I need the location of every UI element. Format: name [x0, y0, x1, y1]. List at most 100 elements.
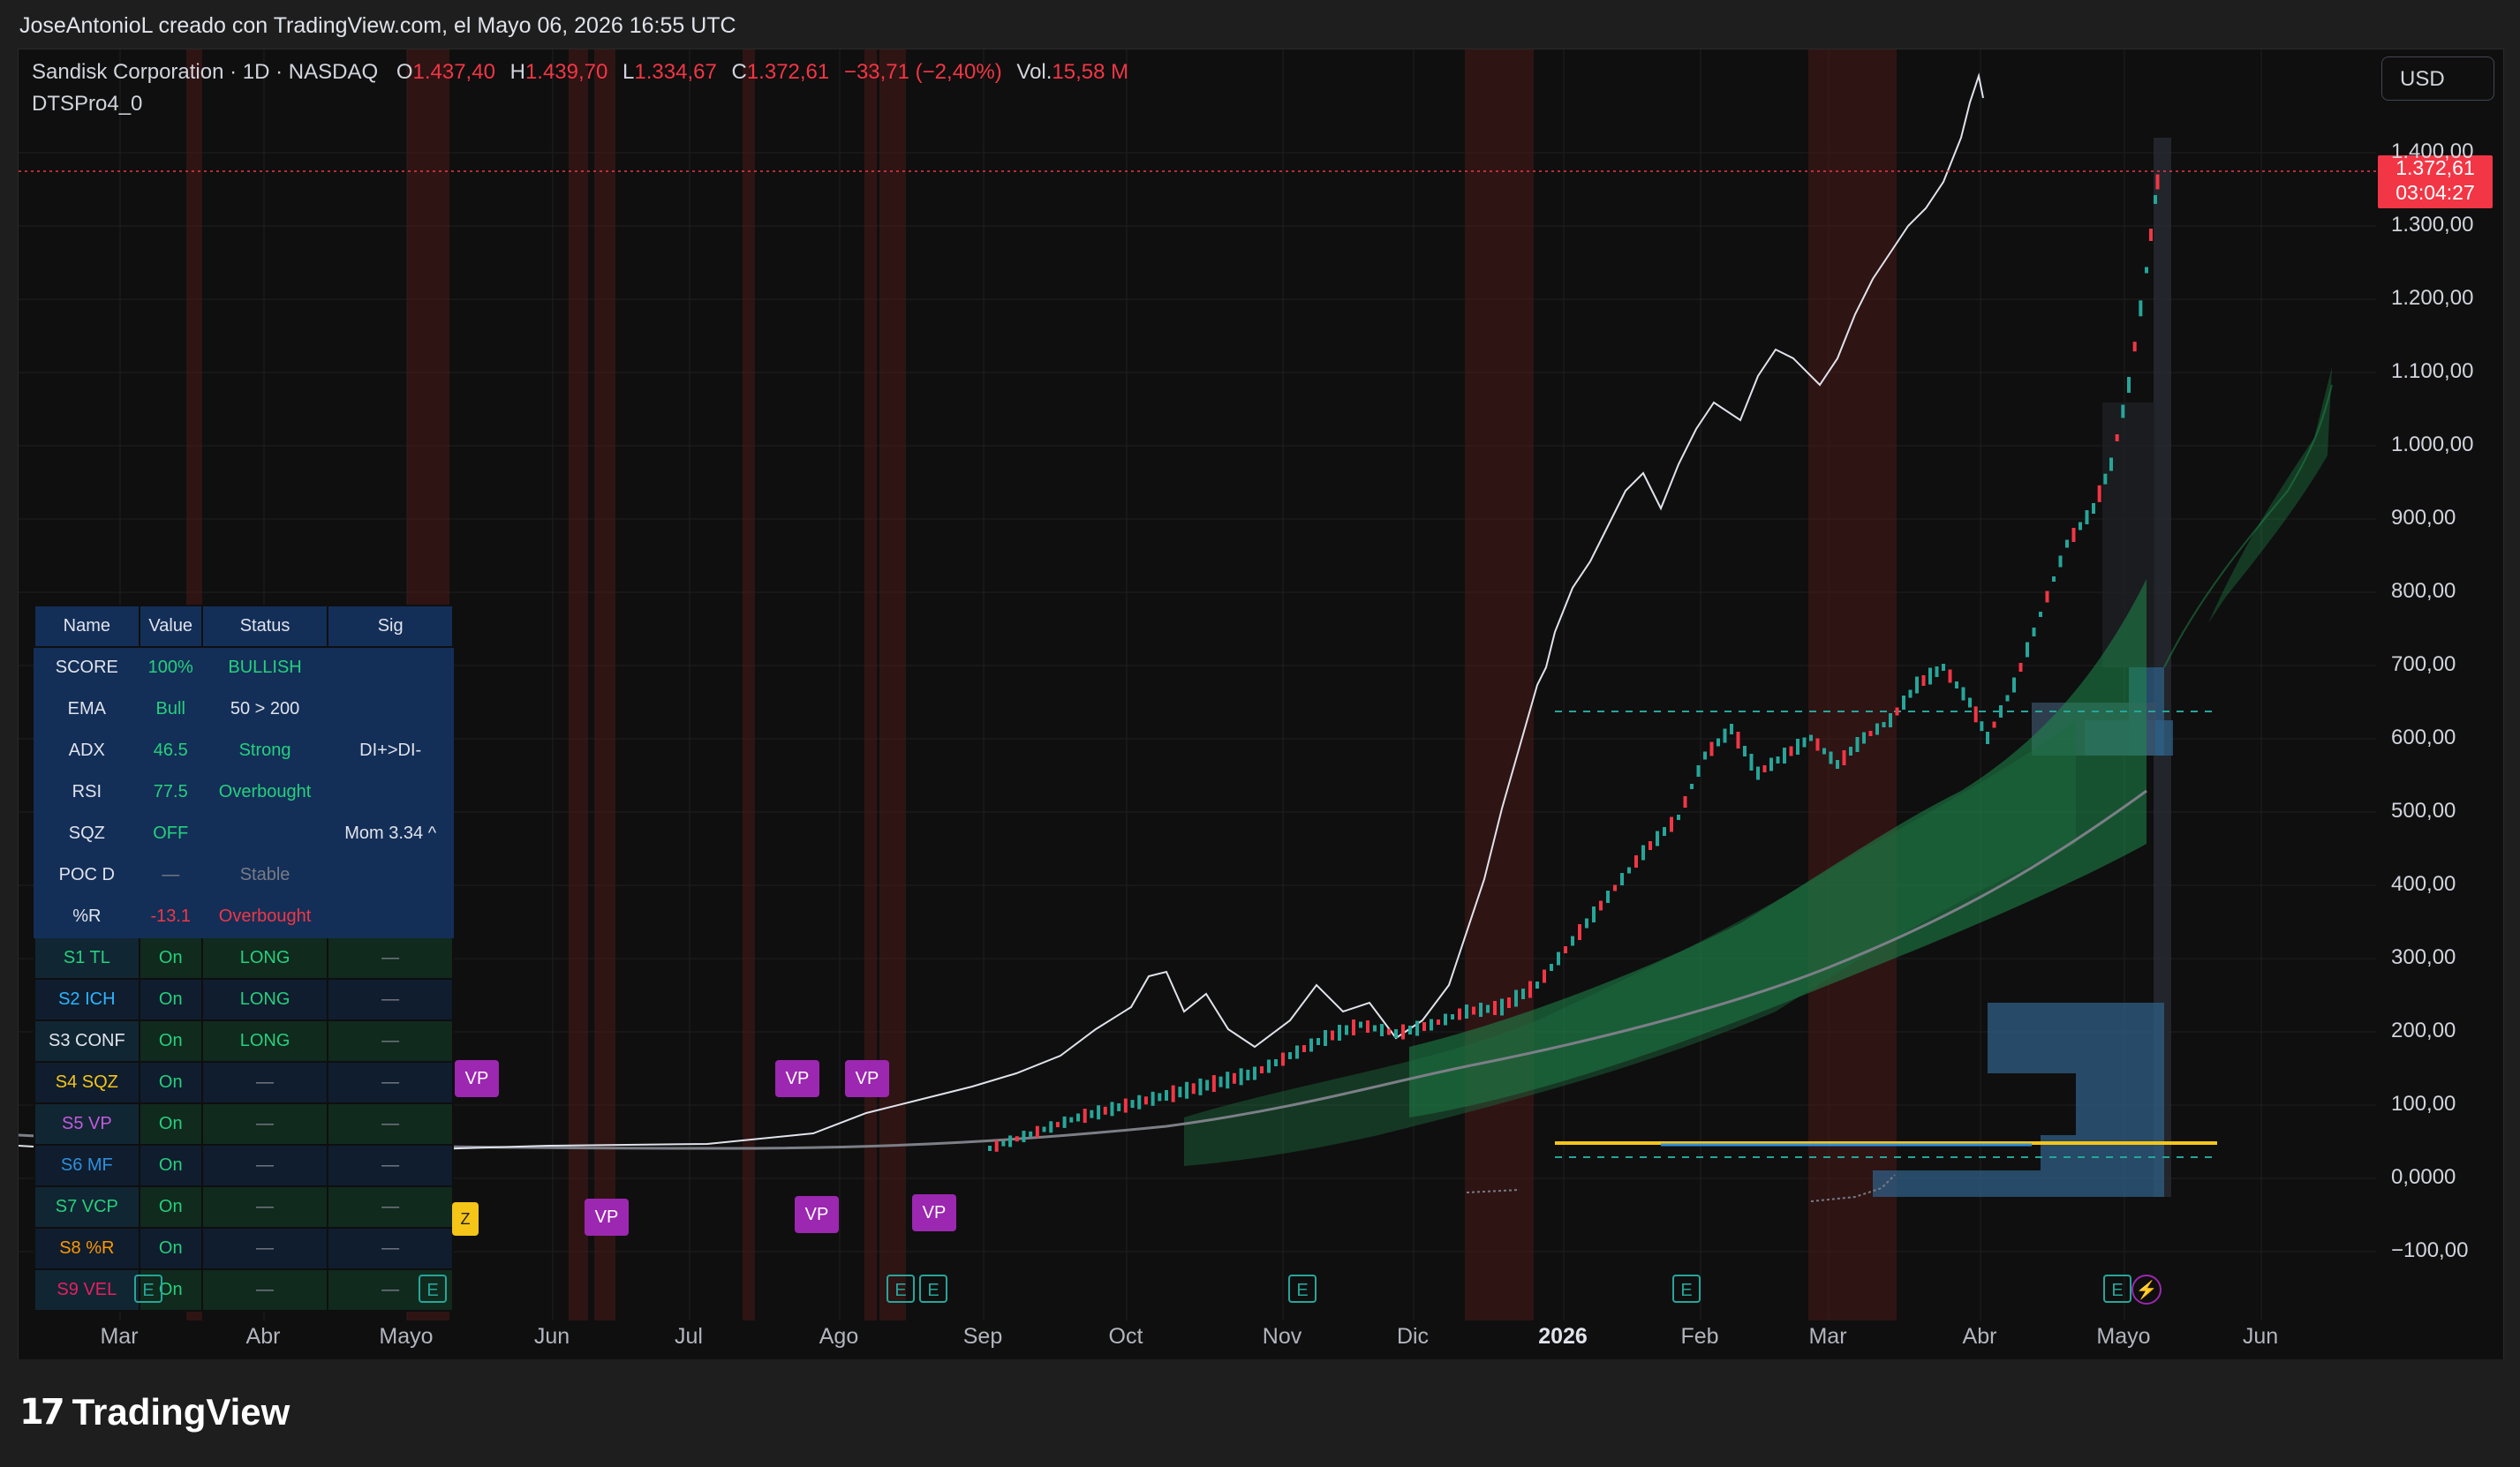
- candle: [1882, 722, 1886, 727]
- earnings-marker[interactable]: E: [1672, 1275, 1701, 1303]
- candle: [1110, 1102, 1114, 1117]
- time-axis-label: Abr: [1962, 1324, 1997, 1349]
- candle: [2109, 457, 2113, 471]
- candle: [1352, 1019, 1355, 1035]
- vp-marker[interactable]: VP: [795, 1196, 839, 1233]
- panel-cell: S8 %R: [34, 1227, 140, 1270]
- change-value: −33,71 (−2,40%): [843, 60, 1002, 84]
- panel-header-status: Status: [200, 605, 329, 648]
- panel-cell: —: [200, 1102, 329, 1146]
- earnings-marker[interactable]: E: [2103, 1275, 2131, 1303]
- candle: [1042, 1126, 1046, 1132]
- candle: [2026, 642, 2029, 658]
- panel-cell: DI+>DI-: [327, 729, 454, 772]
- panel-cell: On: [138, 1185, 203, 1229]
- symbol-name[interactable]: Sandisk Corporation · 1D · NASDAQ: [32, 60, 379, 84]
- candle: [1281, 1052, 1285, 1066]
- candle: [1137, 1095, 1142, 1110]
- candle: [1889, 713, 1892, 727]
- candle: [1723, 728, 1727, 743]
- panel-cell: —: [200, 1185, 329, 1229]
- earnings-marker[interactable]: E: [419, 1275, 447, 1303]
- candle: [2103, 473, 2108, 485]
- panel-cell: Strong: [200, 729, 329, 772]
- candle: [1191, 1083, 1196, 1095]
- candle: [1143, 1096, 1148, 1105]
- panel-cell: On: [138, 1102, 203, 1146]
- candle: [1868, 731, 1873, 736]
- earnings-marker[interactable]: E: [1288, 1275, 1317, 1303]
- panel-row: S9 VEL On — —: [34, 1268, 454, 1312]
- candle: [1472, 1006, 1475, 1015]
- price-axis-label: 600,00: [2391, 726, 2456, 749]
- panel-cell: [200, 812, 329, 855]
- earnings-marker[interactable]: E: [919, 1275, 947, 1303]
- candle: [1592, 907, 1596, 922]
- panel-cell: On: [138, 1144, 203, 1187]
- candle: [1493, 1001, 1497, 1015]
- candle: [1875, 723, 1879, 735]
- panel-cell: EMA: [34, 688, 140, 731]
- candle: [1022, 1131, 1026, 1143]
- projection-band-upper: [2163, 384, 2333, 668]
- candle: [1641, 845, 1645, 861]
- candle: [1165, 1090, 1168, 1101]
- candle: [1171, 1085, 1175, 1102]
- vp-marker[interactable]: VP: [912, 1194, 956, 1231]
- panel-cell: %R: [34, 895, 140, 938]
- panel-cell: S7 VCP: [34, 1185, 140, 1229]
- squeeze-marker[interactable]: Z: [452, 1202, 479, 1236]
- time-axis-label: Mar: [100, 1324, 139, 1349]
- lightning-icon[interactable]: ⚡: [2131, 1275, 2162, 1305]
- candle: [1921, 675, 1926, 686]
- panel-cell: -13.1: [138, 895, 203, 938]
- candle: [1097, 1105, 1101, 1120]
- candle: [2127, 377, 2131, 393]
- panel-cell: On: [138, 937, 203, 980]
- bar-countdown: 03:04:27: [2396, 181, 2475, 204]
- panel-cell: —: [200, 1144, 329, 1187]
- price-axis-label: 400,00: [2391, 872, 2456, 896]
- candle: [1613, 884, 1617, 891]
- candle: [1935, 666, 1939, 677]
- vp-marker[interactable]: VP: [775, 1060, 819, 1097]
- earnings-marker[interactable]: E: [134, 1275, 162, 1303]
- candle: [1606, 891, 1610, 903]
- candle: [1849, 747, 1852, 756]
- vp-marker[interactable]: VP: [585, 1199, 629, 1236]
- candle: [1219, 1076, 1223, 1087]
- candle: [1295, 1045, 1299, 1059]
- candle: [1401, 1024, 1405, 1040]
- candle: [1359, 1021, 1362, 1028]
- time-axis-label: Oct: [1108, 1324, 1143, 1349]
- time-axis-label: Jun: [2242, 1324, 2279, 1349]
- candle: [1123, 1098, 1128, 1113]
- panel-cell: —: [327, 1019, 454, 1063]
- panel-cell: S3 CONF: [34, 1019, 140, 1063]
- panel-cell: —: [327, 937, 454, 980]
- panel-cell: On: [138, 1227, 203, 1270]
- candle: [1776, 756, 1780, 764]
- panel-row: S1 TL On LONG —: [34, 937, 454, 980]
- candle: [1815, 738, 1820, 751]
- panel-cell: S2 ICH: [34, 978, 140, 1021]
- indicator-name[interactable]: DTSPro4_0: [32, 92, 143, 116]
- currency-button[interactable]: USD: [2381, 56, 2494, 101]
- price-candles: [988, 174, 2160, 1152]
- volume-value: 15,58 M: [1052, 60, 1129, 84]
- earnings-marker[interactable]: E: [887, 1275, 915, 1303]
- tradingview-brand[interactable]: 17 TradingView: [19, 1391, 290, 1433]
- candle: [1500, 998, 1504, 1016]
- candle: [1083, 1109, 1087, 1124]
- candle: [1955, 681, 1958, 688]
- vp-marker[interactable]: VP: [845, 1060, 889, 1097]
- candle: [1663, 827, 1666, 836]
- close-label: C: [731, 60, 747, 84]
- candle: [1062, 1116, 1067, 1128]
- vp-marker[interactable]: VP: [455, 1060, 499, 1097]
- panel-cell: [327, 854, 454, 897]
- candle: [2005, 695, 2010, 702]
- candle: [1185, 1081, 1189, 1099]
- panel-header-name: Name: [34, 605, 140, 648]
- panel-cell: 50 > 200: [200, 688, 329, 731]
